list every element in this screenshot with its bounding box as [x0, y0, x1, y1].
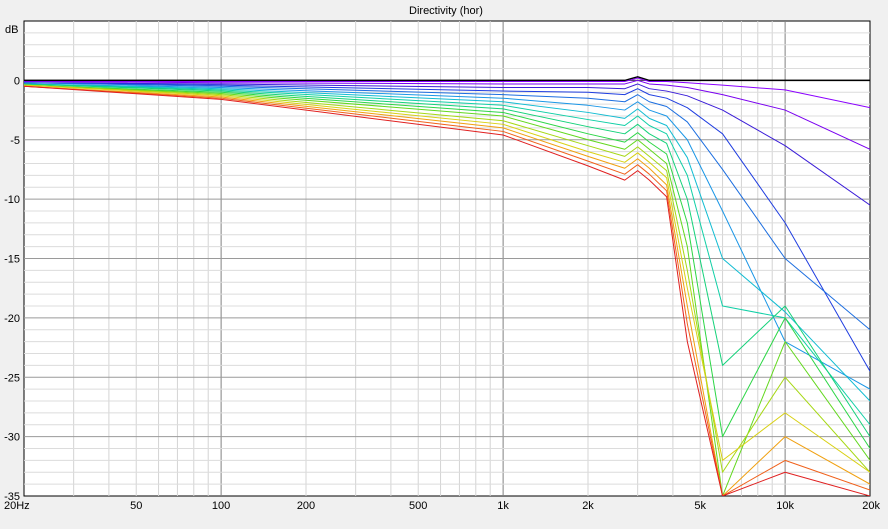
x-tick-label: 1k: [497, 500, 509, 512]
x-tick-label: 20k: [862, 500, 880, 512]
series-line-1: [24, 77, 870, 109]
y-tick-label: -35: [4, 491, 20, 503]
y-tick-label: 0: [14, 75, 20, 87]
x-tick-label: 20Hz: [4, 500, 30, 512]
y-tick-label: -10: [4, 194, 20, 206]
series-line-15: [24, 85, 870, 496]
y-tick-label: -5: [10, 135, 20, 147]
y-tick-label: -15: [4, 254, 20, 266]
series-line-12: [24, 84, 870, 473]
x-tick-label: 100: [212, 500, 230, 512]
chart-title: Directivity (hor): [409, 5, 483, 17]
series-line-8: [24, 83, 870, 426]
y-tick-label: -25: [4, 372, 20, 384]
series-line-4: [24, 82, 870, 372]
series-line-10: [24, 84, 870, 449]
series-line-9: [24, 83, 870, 437]
x-tick-label: 50: [130, 500, 142, 512]
series-line-7: [24, 83, 870, 402]
y-tick-label: -20: [4, 313, 20, 325]
x-tick-label: 500: [409, 500, 427, 512]
series-line-5: [24, 82, 870, 331]
x-tick-label: 200: [297, 500, 315, 512]
series-line-11: [24, 84, 870, 496]
series-line-16: [24, 85, 870, 496]
series-line-2: [24, 79, 870, 150]
y-tick-label: -30: [4, 432, 20, 444]
x-tick-label: 10k: [776, 500, 794, 512]
series-line-13: [24, 84, 870, 473]
series-line-3: [24, 82, 870, 206]
series-line-6: [24, 83, 870, 390]
x-tick-label: 5k: [694, 500, 706, 512]
grid-lines: [24, 21, 870, 496]
x-tick-label: 2k: [582, 500, 594, 512]
y-axis-label: dB: [5, 24, 18, 36]
series-group: [24, 76, 870, 496]
series-line-0: [24, 76, 870, 82]
series-line-14: [24, 85, 870, 496]
